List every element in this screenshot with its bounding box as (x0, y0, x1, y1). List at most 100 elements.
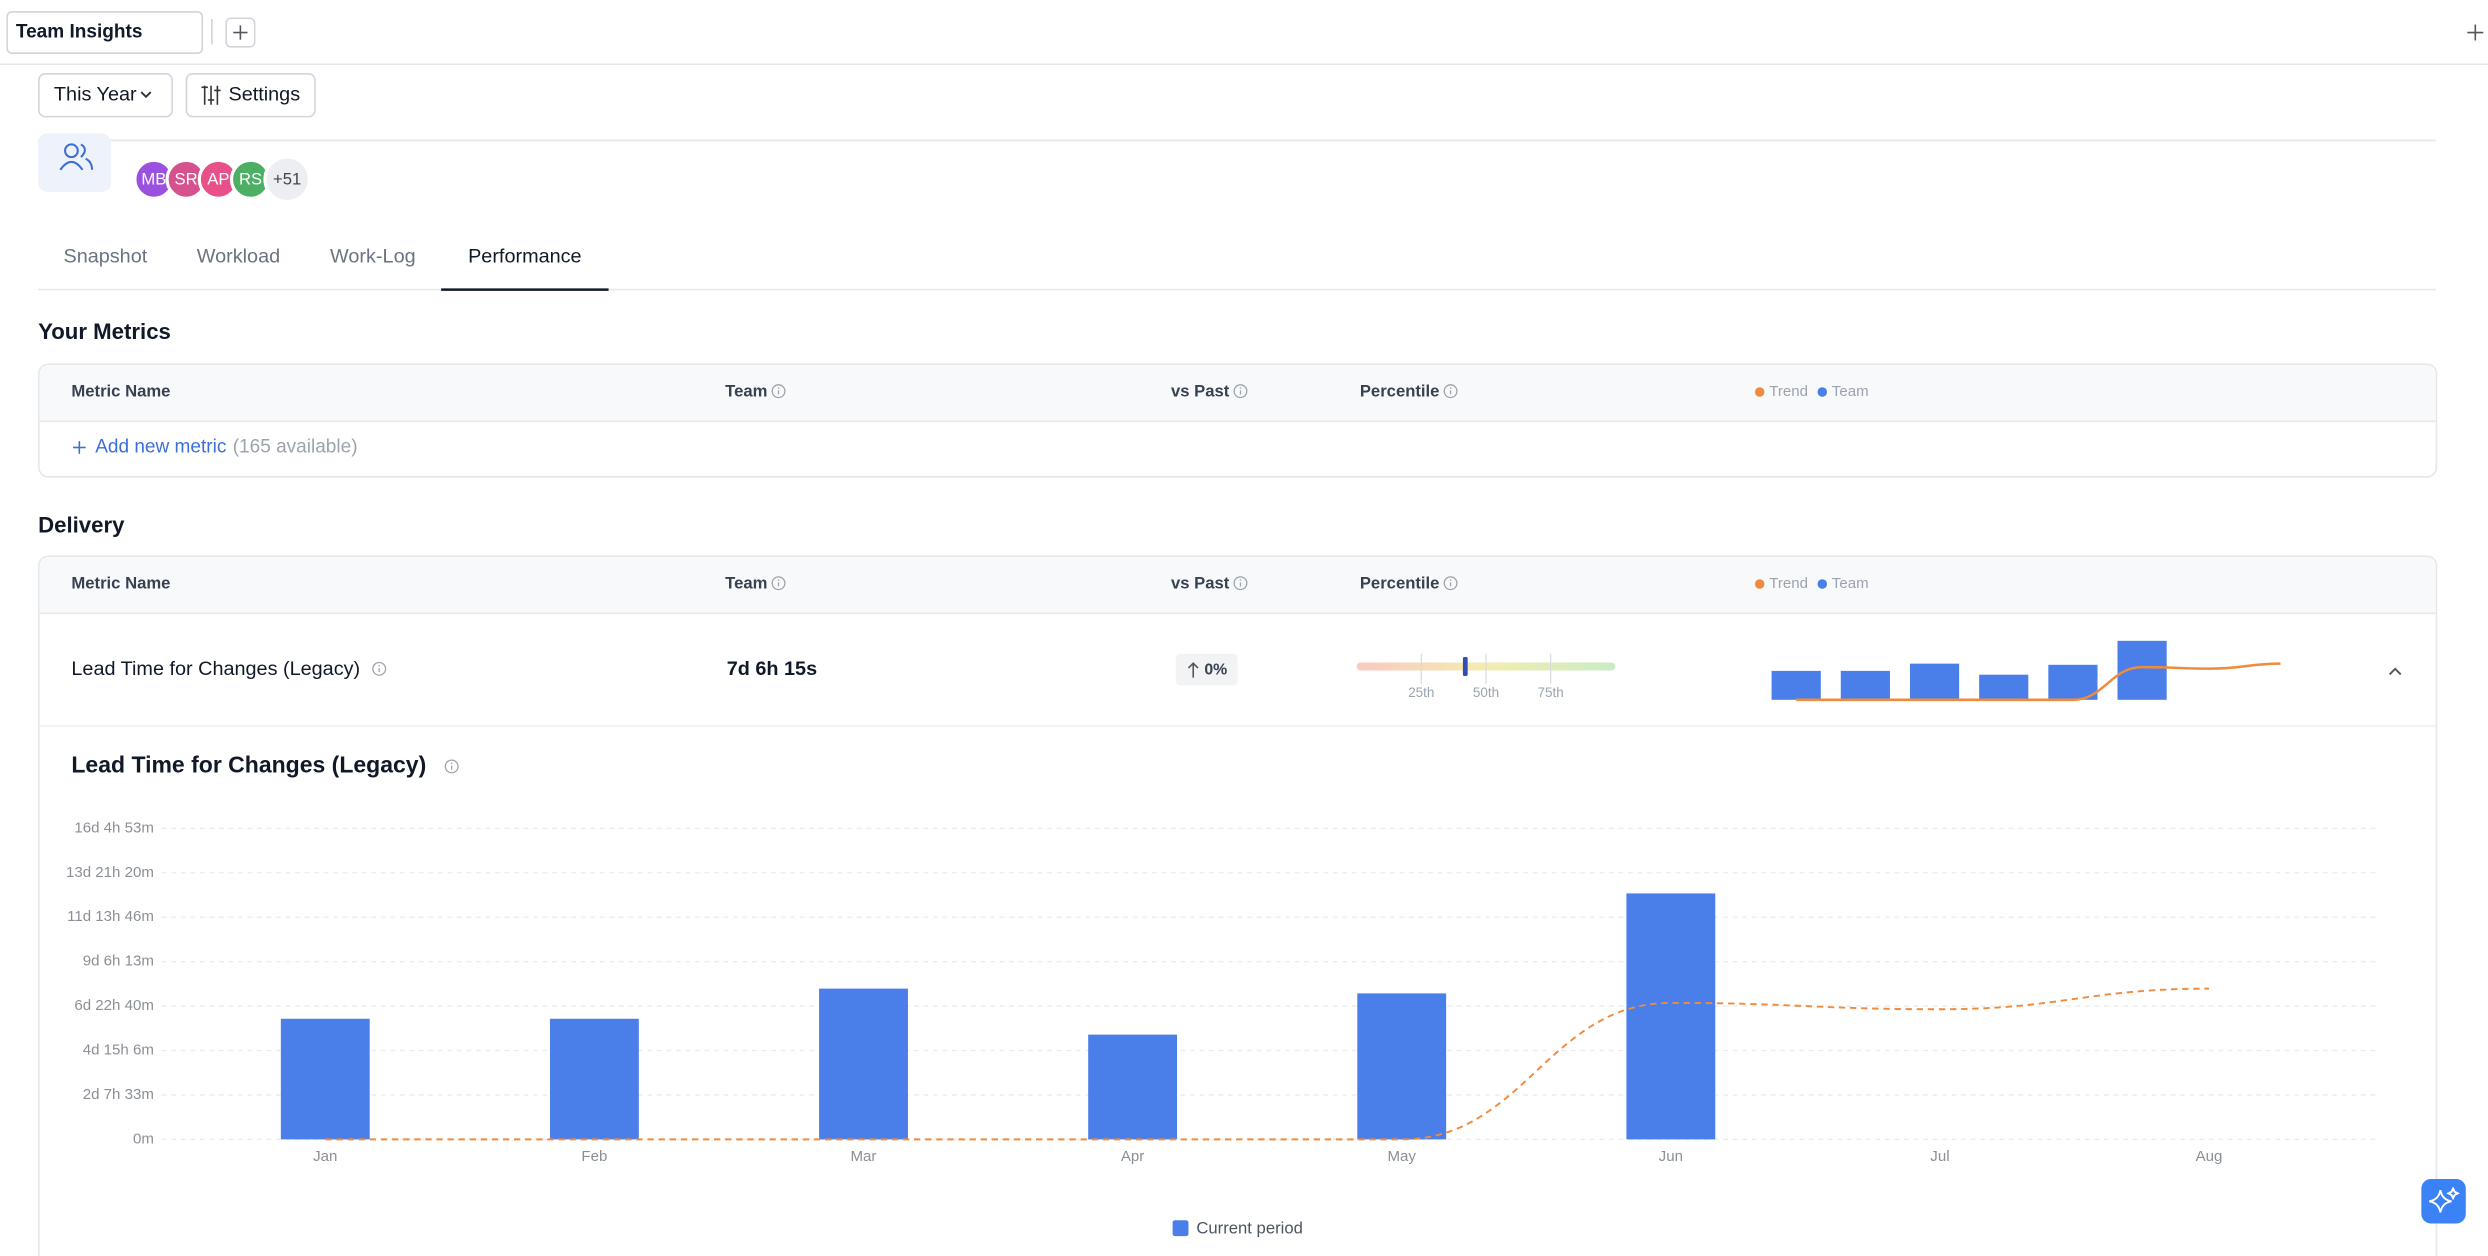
assistant-button[interactable] (2421, 1179, 2466, 1224)
settings-label[interactable]: Settings (228, 83, 300, 105)
legend-label: Current period (1196, 1218, 1302, 1237)
x-tick-label: Jun (1659, 1148, 1683, 1165)
column-header: Team (725, 381, 767, 400)
x-tick-label: Jul (1930, 1148, 1949, 1165)
legend-label: Trend (1769, 383, 1808, 400)
nav-tab[interactable]: Work-Log (330, 245, 416, 267)
legend-dot (1817, 387, 1828, 397)
vs-past-pill (1175, 653, 1238, 686)
legend-label: Trend (1769, 575, 1808, 592)
legend-swatch (1172, 1220, 1189, 1237)
info-icon-dot (1239, 579, 1242, 581)
column-header: Metric Name (71, 573, 170, 592)
column-header: vs Past (1171, 381, 1230, 400)
collapse-chevron[interactable] (2388, 667, 2402, 676)
period-label[interactable]: This Year (54, 83, 137, 105)
info-icon-dot (1449, 387, 1452, 389)
info-icon (1233, 384, 1248, 399)
info-icon (771, 384, 786, 399)
team-icon (59, 143, 94, 171)
legend-label: Team (1832, 383, 1869, 400)
info-icon (444, 759, 459, 774)
info-icon (372, 661, 387, 676)
y-tick-label: 6d 22h 40m (74, 997, 154, 1014)
bar (1088, 1034, 1178, 1140)
bar (1626, 893, 1716, 1140)
info-icon-dot (1449, 579, 1452, 581)
section-title: Your Metrics (38, 319, 171, 344)
spark-bar (2048, 664, 2098, 700)
settings-button[interactable] (185, 72, 316, 118)
available-count: (165 available) (233, 437, 358, 458)
spark-bar (1771, 670, 1821, 700)
metric-team-value: 7d 6h 15s (727, 658, 817, 680)
spark-bar (1840, 670, 1890, 700)
x-tick-label: May (1387, 1148, 1416, 1165)
y-tick-label: 13d 21h 20m (66, 864, 154, 881)
y-tick-label: 9d 6h 13m (83, 953, 154, 970)
legend-dot (1754, 387, 1765, 397)
x-tick-label: Jan (313, 1148, 337, 1165)
spark-bar (1979, 674, 2029, 700)
column-header: vs Past (1171, 573, 1230, 592)
x-tick-label: Feb (581, 1148, 607, 1165)
sparkle-icon (2429, 1186, 2460, 1213)
team-icon (64, 143, 79, 159)
period-button[interactable] (38, 72, 173, 118)
column-header: Percentile (1360, 573, 1440, 592)
tab-label[interactable]: Team Insights (16, 22, 143, 43)
bar (819, 988, 908, 1140)
percentile-marker (1462, 656, 1468, 677)
avatar-initials: RS (239, 170, 262, 189)
legend-dot (1754, 579, 1765, 589)
chart-title: Lead Time for Changes (Legacy) (71, 752, 426, 778)
y-tick-label: 0m (133, 1130, 154, 1147)
bar (549, 1018, 639, 1140)
avatar-initials: AP (207, 170, 229, 189)
info-icon (1443, 576, 1458, 591)
info-icon (1233, 576, 1248, 591)
column-header: Team (725, 573, 767, 592)
nav-tab[interactable]: Snapshot (63, 245, 147, 267)
avatar-initials: MB (141, 170, 166, 189)
column-header: Percentile (1360, 381, 1440, 400)
spark-bar (1909, 663, 1960, 700)
legend-label: Team (1832, 575, 1869, 592)
arrow-up (1187, 662, 1199, 678)
x-tick-label: Mar (851, 1148, 877, 1165)
column-header: Metric Name (71, 381, 170, 400)
info-icon-dot (450, 762, 453, 765)
avatar-more-label: +51 (273, 170, 301, 189)
chevron (140, 91, 152, 99)
bar (1357, 993, 1447, 1140)
info-icon-dot (1239, 387, 1242, 389)
x-tick-label: Apr (1121, 1148, 1144, 1165)
info-icon-dot (777, 579, 780, 581)
table-header (39, 556, 2436, 613)
percentile-tick-label: 25th (1408, 685, 1434, 700)
tab[interactable] (6, 11, 204, 54)
percentile-tick-label: 75th (1538, 685, 1564, 700)
nav-tab[interactable]: Performance (468, 245, 582, 267)
spark-trend-line (1796, 662, 2281, 702)
metric-name[interactable]: Lead Time for Changes (Legacy) (71, 658, 360, 680)
vs-past-value: 0% (1204, 662, 1227, 679)
nav-tab[interactable]: Workload (197, 245, 280, 267)
x-tick-label: Aug (2196, 1148, 2223, 1165)
bar (280, 1018, 370, 1140)
avatar-more[interactable] (263, 155, 311, 204)
y-tick-label: 16d 4h 53m (74, 819, 154, 836)
y-tick-label: 4d 15h 6m (83, 1041, 154, 1058)
avatar-initials: SR (175, 170, 198, 189)
info-icon (1443, 384, 1458, 399)
y-tick-label: 2d 7h 33m (83, 1086, 154, 1103)
y-tick-label: 11d 13h 46m (67, 908, 154, 925)
info-icon (771, 576, 786, 591)
table-header (39, 364, 2436, 421)
add-metric[interactable]: Add new metric (95, 437, 227, 458)
legend-dot (1817, 579, 1828, 589)
info-icon-dot (378, 664, 381, 667)
percentile-tick-label: 50th (1473, 685, 1499, 700)
